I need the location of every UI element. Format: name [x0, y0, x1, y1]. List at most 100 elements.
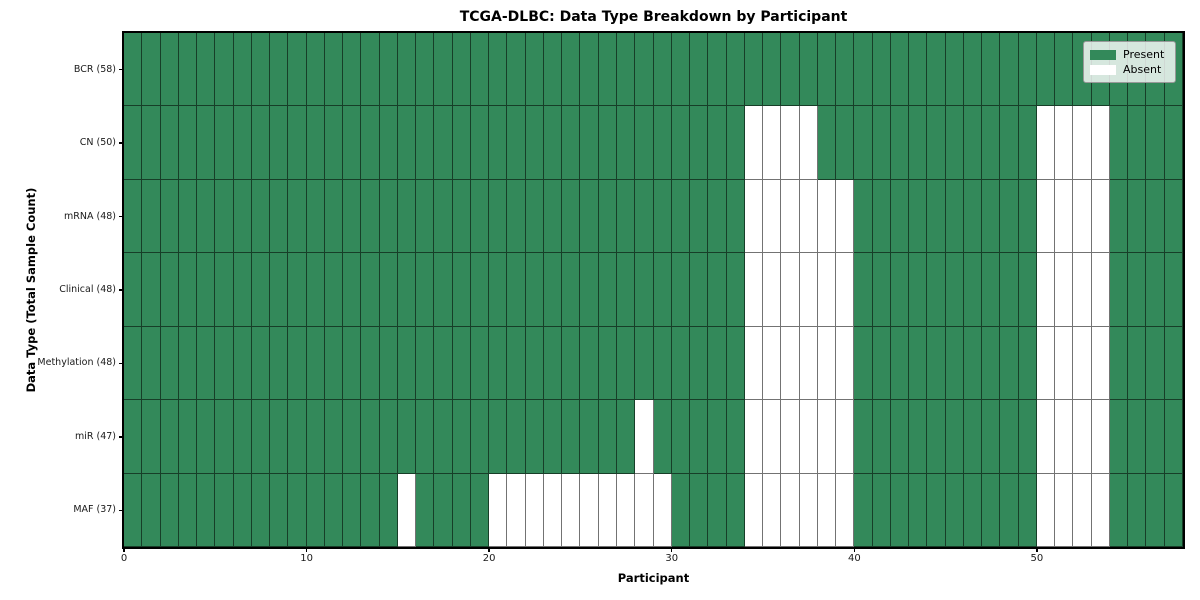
heatmap-cell — [1146, 179, 1165, 254]
heatmap-cell — [507, 179, 526, 254]
y-tick-mark — [119, 69, 123, 71]
heatmap-cell — [1128, 106, 1147, 180]
heatmap-cell — [598, 33, 617, 107]
heatmap-cell — [708, 179, 727, 254]
heatmap-cell — [963, 473, 983, 547]
heatmap-cell — [1018, 33, 1037, 107]
heatmap-cell — [1000, 106, 1019, 180]
legend-entry-absent: Absent — [1090, 62, 1168, 77]
heatmap-cell — [708, 106, 727, 180]
heatmap-cell — [270, 473, 289, 547]
heatmap-cell — [215, 253, 234, 327]
heatmap-cell — [653, 106, 672, 180]
heatmap-cell — [982, 33, 1001, 107]
heatmap-cell — [1000, 326, 1019, 401]
heatmap-cell — [580, 179, 599, 254]
heatmap-cell — [562, 253, 581, 327]
heatmap-cell — [763, 33, 782, 107]
heatmap-cell — [836, 326, 855, 401]
heatmap-cell — [1164, 400, 1183, 474]
heatmap-cell — [726, 179, 745, 254]
heatmap-cell — [616, 106, 636, 180]
heatmap-cell — [945, 253, 964, 327]
heatmap-cell — [1055, 473, 1074, 547]
heatmap-cell — [690, 326, 709, 401]
heatmap-cell — [854, 253, 873, 327]
heatmap-cell — [635, 473, 654, 547]
heatmap-cell — [397, 473, 417, 547]
heatmap-cell — [781, 253, 800, 327]
y-tick-label: mRNA (48) — [64, 210, 116, 222]
heatmap-cell — [1073, 179, 1092, 254]
heatmap-cell — [470, 326, 490, 401]
heatmap-cell — [872, 400, 891, 474]
heatmap-cell — [744, 326, 764, 401]
heatmap-cell — [1000, 400, 1019, 474]
heatmap-cell — [616, 33, 636, 107]
heatmap-cell — [690, 473, 709, 547]
heatmap-cell — [525, 400, 544, 474]
heatmap-cell — [306, 253, 325, 327]
heatmap-cell — [598, 473, 617, 547]
heatmap-cell — [1091, 179, 1110, 254]
heatmap-cell — [562, 33, 581, 107]
heatmap-cell — [124, 33, 143, 107]
heatmap-cell — [890, 473, 910, 547]
heatmap-cell — [452, 326, 471, 401]
heatmap-cell — [817, 400, 837, 474]
heatmap-cell — [215, 33, 234, 107]
heatmap-cell — [197, 179, 216, 254]
heatmap-cell — [470, 400, 490, 474]
heatmap-cell — [124, 253, 143, 327]
heatmap-cell — [1036, 473, 1056, 547]
x-tick-label: 50 — [1030, 553, 1044, 564]
heatmap-cell — [233, 106, 252, 180]
heatmap-cell — [872, 326, 891, 401]
heatmap-cell — [178, 33, 198, 107]
heatmap-cell — [963, 400, 983, 474]
heatmap-cell — [708, 253, 727, 327]
heatmap-cell — [799, 473, 818, 547]
heatmap-cell — [324, 326, 344, 401]
heatmap-cell — [1073, 400, 1092, 474]
heatmap-cell — [726, 326, 745, 401]
heatmap-cell — [744, 106, 764, 180]
heatmap-cell — [616, 326, 636, 401]
heatmap-cell — [270, 400, 289, 474]
heatmap-cell — [744, 33, 764, 107]
heatmap-cell — [982, 326, 1001, 401]
heatmap-cell — [124, 473, 143, 547]
heatmap-cell — [963, 253, 983, 327]
heatmap-cell — [1128, 253, 1147, 327]
heatmap-cell — [890, 106, 910, 180]
heatmap-cell — [142, 253, 161, 327]
heatmap-cell — [1109, 473, 1129, 547]
heatmap-cell — [890, 179, 910, 254]
heatmap-cell — [361, 473, 380, 547]
heatmap-cell — [160, 326, 179, 401]
heatmap-cell — [927, 106, 946, 180]
heatmap-cell — [416, 473, 435, 547]
y-tick-mark — [119, 215, 123, 218]
heatmap-cell — [270, 253, 289, 327]
heatmap-cell — [580, 473, 599, 547]
heatmap-cell — [890, 326, 910, 401]
heatmap-cell — [416, 33, 435, 107]
x-axis-label: Participant — [617, 571, 690, 585]
heatmap-cell — [379, 473, 398, 547]
heatmap-cell — [653, 33, 672, 107]
heatmap-cell — [909, 33, 928, 107]
heatmap-cell — [251, 473, 271, 547]
heatmap-cell — [945, 473, 964, 547]
y-tick-label: CN (50) — [79, 137, 116, 149]
heatmap-cell — [562, 473, 581, 547]
heatmap-cell — [470, 179, 490, 254]
heatmap-cell — [507, 326, 526, 401]
heatmap-cell — [763, 106, 782, 180]
heatmap-cell — [671, 253, 691, 327]
heatmap-cell — [306, 33, 325, 107]
heatmap-cell — [489, 33, 508, 107]
heatmap-cell — [452, 179, 471, 254]
heatmap-cell — [854, 400, 873, 474]
heatmap-cell — [909, 473, 928, 547]
